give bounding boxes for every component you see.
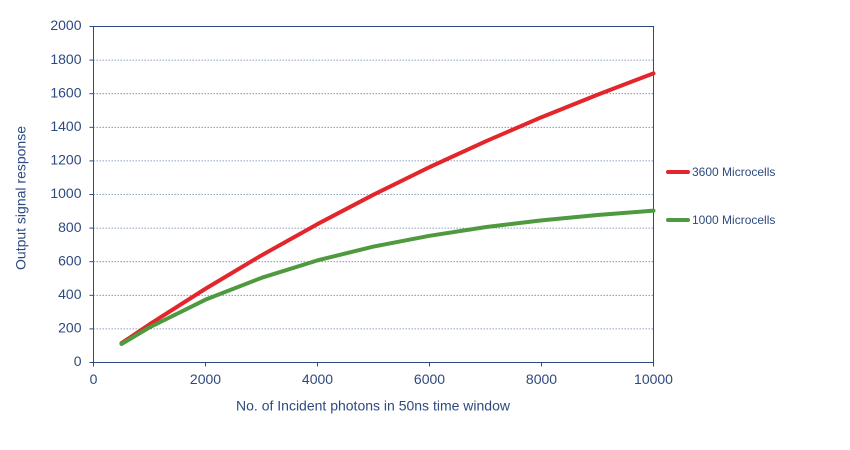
legend-label: 1000 Microcells [692,213,775,227]
y-tick-label: 200 [58,320,82,336]
series-line [119,208,656,347]
y-tick-label: 1400 [50,118,81,134]
x-tick-label: 2000 [190,371,221,387]
x-tick-label: 0 [90,371,98,387]
y-tick-label: 2000 [50,17,81,33]
y-tick-label: 600 [58,252,82,268]
x-tick-label: 4000 [302,371,333,387]
x-tick-label: 8000 [526,371,557,387]
y-tick-label: 400 [58,286,82,302]
y-tick-label: 0 [74,353,82,369]
x-axis-label: No. of Incident photons in 50ns time win… [236,398,511,414]
legend-label: 3600 Microcells [692,165,775,179]
series-line [119,71,656,346]
y-tick-label: 1600 [50,84,81,100]
y-axis-label: Output signal response [13,126,29,270]
y-tick-label: 800 [58,219,82,235]
y-tick-label: 1200 [50,152,81,168]
y-tick-label: 1800 [50,51,81,67]
y-tick-label: 1000 [50,185,81,201]
x-tick-label: 10000 [634,371,673,387]
x-tick-label: 6000 [414,371,445,387]
